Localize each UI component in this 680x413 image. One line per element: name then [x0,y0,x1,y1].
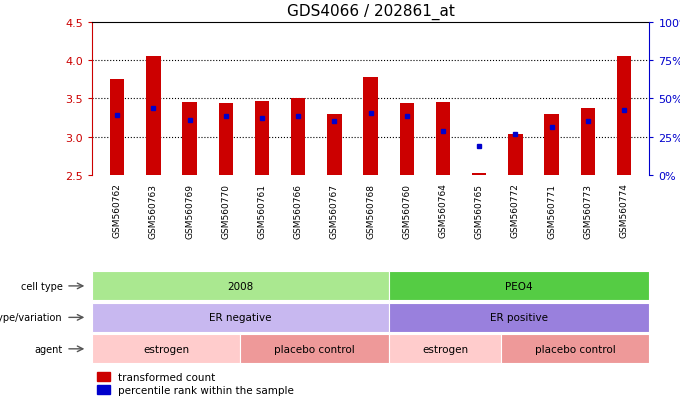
Text: ER positive: ER positive [490,313,548,323]
Text: GSM560767: GSM560767 [330,183,339,238]
Text: genotype/variation: genotype/variation [0,313,63,323]
Bar [400,104,414,176]
Text: 2008: 2008 [227,281,254,291]
Text: cell type: cell type [20,281,63,291]
Text: GSM560762: GSM560762 [113,183,122,238]
Bar [389,272,649,301]
Title: GDS4066 / 202861_at: GDS4066 / 202861_at [287,4,454,20]
Text: GSM560764: GSM560764 [439,183,447,238]
Text: placebo control: placebo control [534,344,615,354]
Text: GSM560760: GSM560760 [403,183,411,238]
Bar [472,174,486,176]
Text: GSM560763: GSM560763 [149,183,158,238]
Bar [389,335,500,363]
Text: GSM560768: GSM560768 [366,183,375,238]
Text: placebo control: placebo control [275,344,355,354]
Bar [617,57,631,176]
Bar [110,80,124,176]
Text: GSM560772: GSM560772 [511,183,520,238]
Text: PEO4: PEO4 [505,281,533,291]
Text: GSM560773: GSM560773 [583,183,592,238]
Bar [436,103,450,176]
Text: GSM560770: GSM560770 [221,183,231,238]
Bar [92,272,389,301]
Bar [500,335,649,363]
Bar [363,78,378,176]
Text: agent: agent [34,344,63,354]
Bar [327,114,341,176]
Text: estrogen: estrogen [422,344,468,354]
Bar [255,102,269,176]
Text: GSM560766: GSM560766 [294,183,303,238]
Bar [92,303,389,332]
Text: estrogen: estrogen [143,344,189,354]
Text: ER negative: ER negative [209,313,272,323]
Bar [581,108,595,176]
Text: GSM560765: GSM560765 [475,183,483,238]
Bar [389,303,649,332]
Bar [218,104,233,176]
Text: GSM560771: GSM560771 [547,183,556,238]
Bar [92,335,241,363]
Text: GSM560774: GSM560774 [619,183,628,238]
Bar [146,57,160,176]
Bar [545,114,559,176]
Bar [291,99,305,176]
Bar [508,135,523,176]
Text: GSM560761: GSM560761 [258,183,267,238]
Bar [182,103,197,176]
Bar [241,335,389,363]
Legend: transformed count, percentile rank within the sample: transformed count, percentile rank withi… [97,372,294,395]
Text: GSM560769: GSM560769 [185,183,194,238]
